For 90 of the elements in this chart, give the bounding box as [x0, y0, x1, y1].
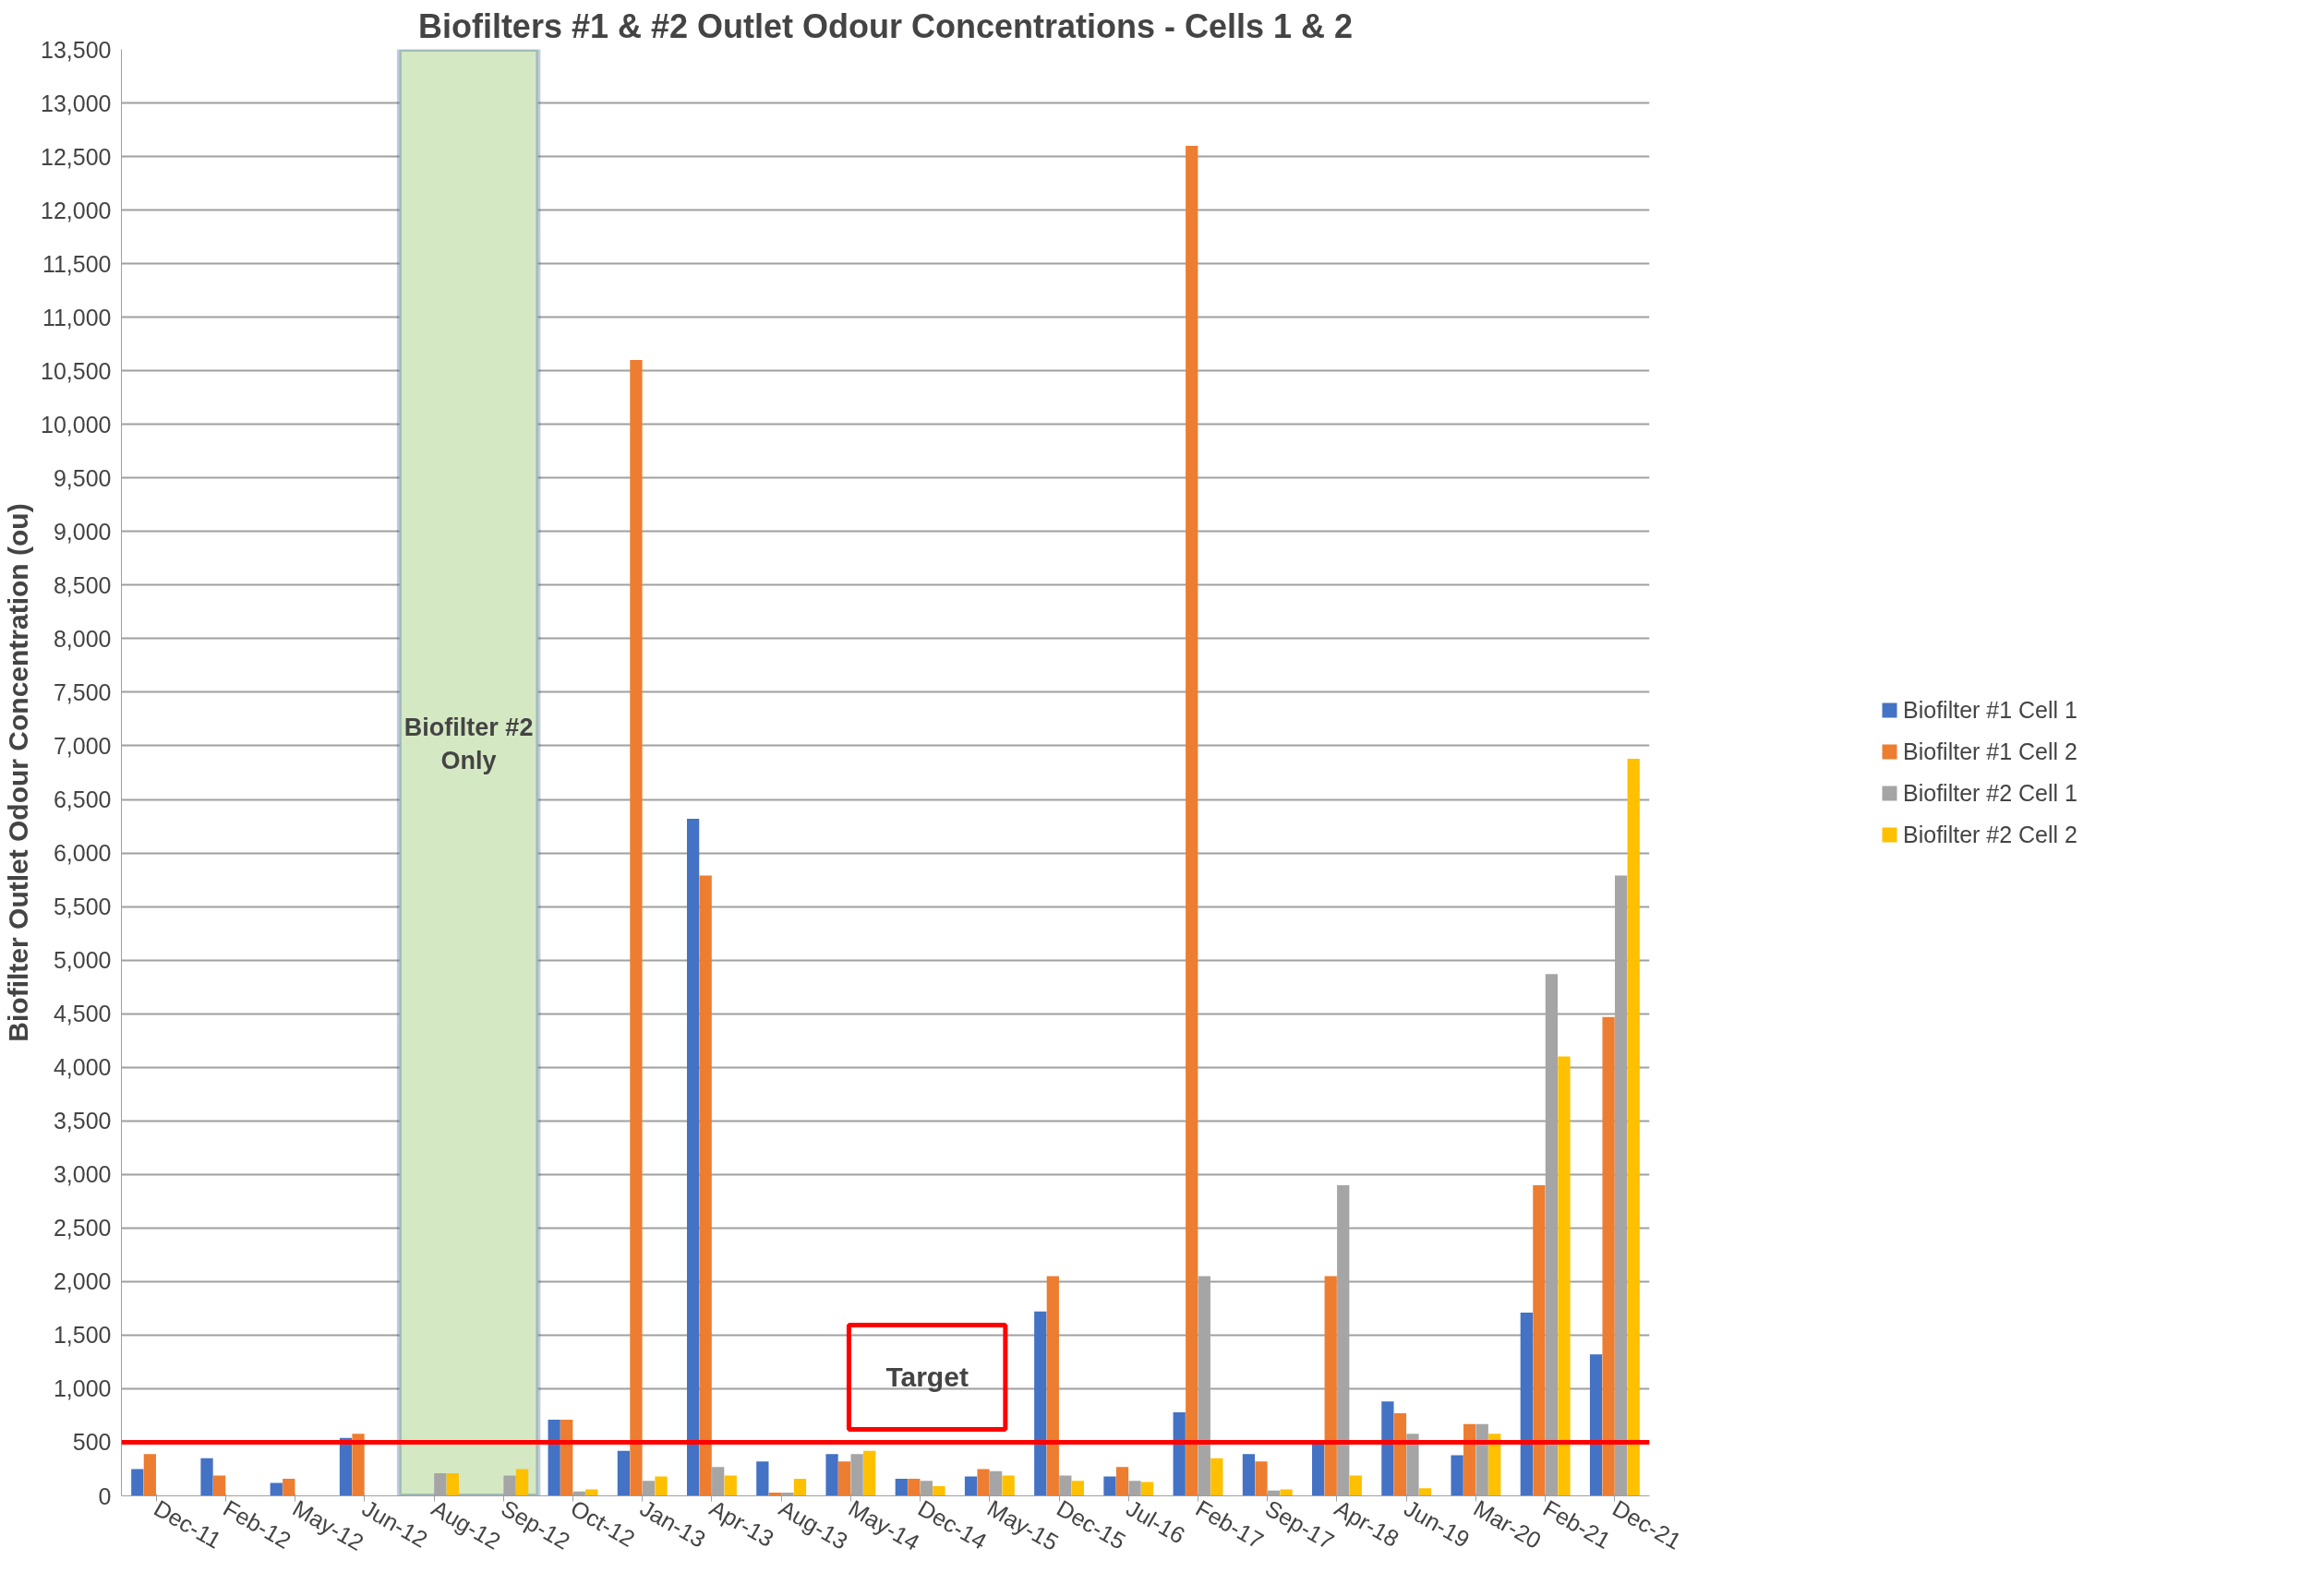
bar	[1140, 1482, 1154, 1496]
y-tick-label: 3,500	[53, 1108, 112, 1134]
legend-label: Biofilter #1 Cell 2	[1903, 738, 2077, 765]
bar	[1210, 1458, 1223, 1496]
bar	[837, 1461, 851, 1496]
bar	[1349, 1475, 1362, 1496]
bar	[1186, 145, 1198, 1496]
bar	[1418, 1488, 1432, 1496]
y-tick-label: 12,000	[41, 197, 112, 223]
y-tick-label: 10,500	[41, 357, 112, 384]
bar	[1071, 1481, 1085, 1496]
bar	[1324, 1276, 1337, 1496]
y-tick-label: 10,000	[41, 411, 112, 438]
y-tick-label: 4,500	[53, 1001, 112, 1027]
bar	[908, 1478, 921, 1496]
y-tick-label: 500	[72, 1429, 112, 1456]
bar	[352, 1434, 365, 1496]
y-tick-label: 11,500	[42, 250, 112, 277]
bar	[1115, 1467, 1129, 1496]
bar	[1255, 1461, 1268, 1496]
y-tick-label: 7,000	[53, 732, 112, 759]
y-tick-label: 4,000	[53, 1054, 112, 1081]
y-tick-label: 7,500	[53, 678, 112, 705]
y-tick-label: 8,500	[53, 571, 112, 598]
y-tick-label: 2,500	[53, 1215, 112, 1242]
bar	[283, 1478, 295, 1496]
bar	[200, 1458, 213, 1496]
bar	[1558, 1056, 1571, 1496]
y-tick-label: 8,000	[53, 625, 112, 652]
bar	[933, 1486, 945, 1496]
bar	[446, 1473, 459, 1496]
bar	[212, 1475, 226, 1496]
ref-line-label: Target	[885, 1362, 969, 1393]
legend-label: Biofilter #2 Cell 1	[1903, 779, 2077, 807]
bar	[1393, 1413, 1407, 1496]
bar	[863, 1450, 876, 1496]
bar	[630, 360, 643, 1496]
y-tick-label: 2,000	[53, 1268, 112, 1295]
bar	[1242, 1454, 1256, 1496]
bar	[1103, 1476, 1116, 1496]
bar	[1046, 1276, 1059, 1496]
legend-label: Biofilter #1 Cell 1	[1903, 696, 2077, 724]
y-tick-label: 9,000	[53, 518, 112, 545]
bar	[515, 1469, 529, 1496]
bar	[1627, 758, 1640, 1496]
bar	[655, 1476, 668, 1496]
bar	[964, 1476, 978, 1496]
y-tick-label: 1,500	[53, 1322, 112, 1349]
bar	[1463, 1423, 1476, 1496]
y-tick-label: 6,500	[53, 786, 112, 813]
chart-title: Biofilters #1 & #2 Outlet Odour Concentrations - Cells 1 & 2	[417, 6, 1354, 45]
bar	[724, 1475, 737, 1496]
bar	[270, 1482, 283, 1496]
y-tick-label: 9,500	[53, 464, 112, 491]
bar	[977, 1469, 990, 1496]
bar	[1589, 1354, 1603, 1496]
y-tick-label: 12,500	[41, 143, 112, 170]
bar	[1280, 1489, 1293, 1496]
bar	[143, 1454, 156, 1496]
bar	[1173, 1411, 1186, 1496]
bar	[699, 875, 712, 1496]
bar	[1520, 1313, 1533, 1496]
bar	[1488, 1434, 1501, 1496]
legend-label: Biofilter #2 Cell 2	[1903, 821, 2077, 848]
y-tick-label: 5,000	[53, 947, 112, 974]
y-tick-label: 13,000	[41, 90, 112, 116]
bar	[1034, 1311, 1047, 1496]
bar	[756, 1461, 769, 1496]
bar	[560, 1420, 573, 1496]
bar	[131, 1469, 144, 1496]
y-tick-label: 0	[98, 1482, 112, 1509]
y-tick-label: 11,000	[42, 304, 112, 330]
bar	[1381, 1401, 1394, 1496]
y-tick-label: 13,500	[41, 36, 112, 63]
y-tick-label: 3,000	[53, 1161, 112, 1188]
y-tick-label: 1,000	[53, 1375, 112, 1402]
bar	[1533, 1184, 1546, 1496]
y-axis-title: Biofilter Outlet Odour Concentration (ou)	[3, 503, 34, 1042]
bar	[895, 1478, 908, 1496]
bar	[686, 818, 700, 1496]
bar	[1002, 1475, 1015, 1496]
y-tick-label: 6,000	[53, 840, 112, 867]
bar	[548, 1420, 560, 1496]
bar	[1451, 1455, 1463, 1496]
band-label: Biofilter #2 Only	[403, 713, 534, 774]
y-tick-label: 5,500	[53, 894, 112, 920]
bar	[825, 1454, 838, 1496]
bar	[617, 1450, 631, 1496]
bar	[793, 1478, 807, 1496]
bar	[1602, 1016, 1615, 1496]
